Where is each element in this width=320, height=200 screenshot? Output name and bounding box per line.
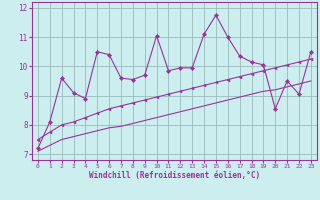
X-axis label: Windchill (Refroidissement éolien,°C): Windchill (Refroidissement éolien,°C) <box>89 171 260 180</box>
